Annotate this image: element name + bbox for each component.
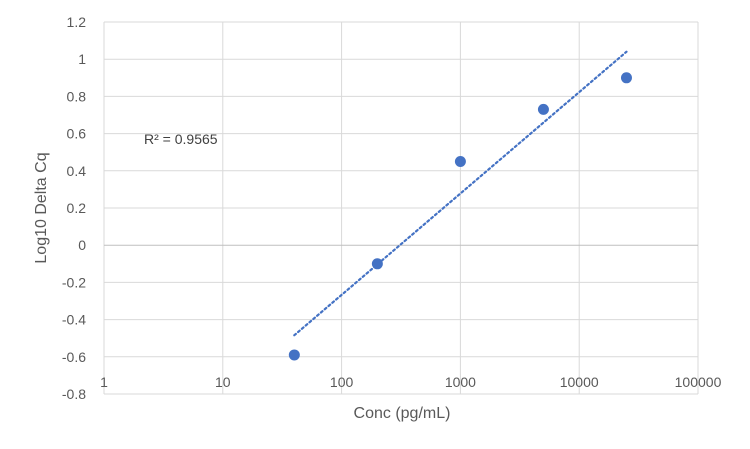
x-tick-label: 100: [330, 374, 354, 390]
y-tick-label: -0.2: [62, 274, 86, 290]
trendline: [293, 50, 628, 337]
x-axis-title: Conc (pg/mL): [354, 405, 451, 422]
x-axis-tick-labels: 1 10 100 1000 10000 100000: [100, 374, 721, 390]
data-point: [620, 72, 632, 84]
y-tick-label: 0.6: [67, 126, 87, 142]
y-tick-label: -0.4: [62, 312, 86, 328]
data-point: [371, 258, 383, 270]
data-point: [454, 156, 466, 167]
y-tick-label: 1.2: [67, 14, 87, 30]
y-tick-label: 0.8: [67, 88, 87, 104]
x-tick-label: 100000: [675, 374, 722, 390]
x-tick-label: 10: [215, 374, 231, 390]
data-points: [288, 72, 632, 361]
y-tick-label: 0: [78, 237, 86, 253]
y-tick-label: -0.6: [62, 349, 86, 365]
y-axis-tick-labels: 1.2 1 0.8 0.6 0.4 0.2 0 -0.2 -0.4 -0.6 -0.8: [62, 14, 86, 402]
x-tick-label: 1000: [445, 374, 476, 390]
y-tick-label: 0.2: [67, 200, 87, 216]
gridlines: [104, 21, 699, 395]
x-tick-label: 10000: [560, 374, 599, 390]
y-tick-label: 1: [78, 51, 86, 67]
r-squared-label: R² = 0.9565: [144, 131, 218, 147]
data-point: [288, 349, 300, 361]
y-tick-label: -0.8: [62, 386, 86, 402]
y-tick-label: 0.4: [67, 163, 87, 179]
data-point: [537, 103, 549, 115]
trendline-layer: [293, 50, 628, 337]
x-tick-label: 1: [100, 374, 108, 390]
y-axis-title: Log10 Delta Cq: [33, 152, 50, 263]
